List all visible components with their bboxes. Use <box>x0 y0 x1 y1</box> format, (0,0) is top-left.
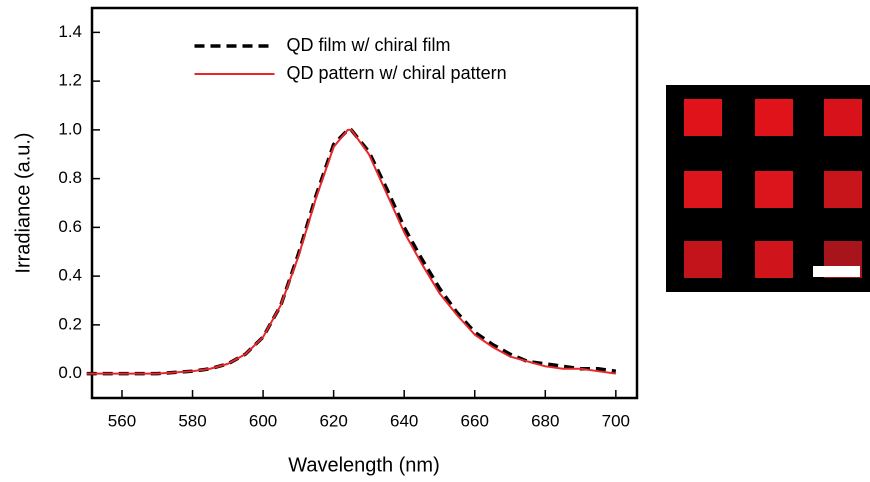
y-tick-label: 0.8 <box>58 168 82 187</box>
legend-label: QD film w/ chiral film <box>287 35 451 55</box>
x-tick-label: 660 <box>461 411 489 430</box>
x-tick-label: 620 <box>319 411 347 430</box>
y-tick-label: 0.0 <box>58 363 82 382</box>
legend-label: QD pattern w/ chiral pattern <box>287 63 507 83</box>
micrograph <box>666 85 870 292</box>
y-tick-label: 1.4 <box>58 22 82 41</box>
line-series <box>86 128 617 376</box>
y-tick-label: 0.6 <box>58 217 82 236</box>
y-axis-label: Irradiance (a.u.) <box>12 132 34 273</box>
x-tick-label: 600 <box>249 411 277 430</box>
x-axis-label: Wavelength (nm) <box>288 454 440 476</box>
x-tick-label: 700 <box>602 411 630 430</box>
y-tick-label: 1.0 <box>58 119 82 138</box>
y-tick-label: 1.2 <box>58 71 82 90</box>
y-tick-label: 0.4 <box>58 266 82 285</box>
x-tick-label: 680 <box>531 411 559 430</box>
y-tick-label: 0.2 <box>58 314 82 333</box>
x-tick-label: 640 <box>390 411 418 430</box>
x-tick-label: 580 <box>178 411 206 430</box>
plot-frame <box>90 6 639 400</box>
line-series <box>86 128 616 375</box>
x-tick-label: 560 <box>108 411 136 430</box>
